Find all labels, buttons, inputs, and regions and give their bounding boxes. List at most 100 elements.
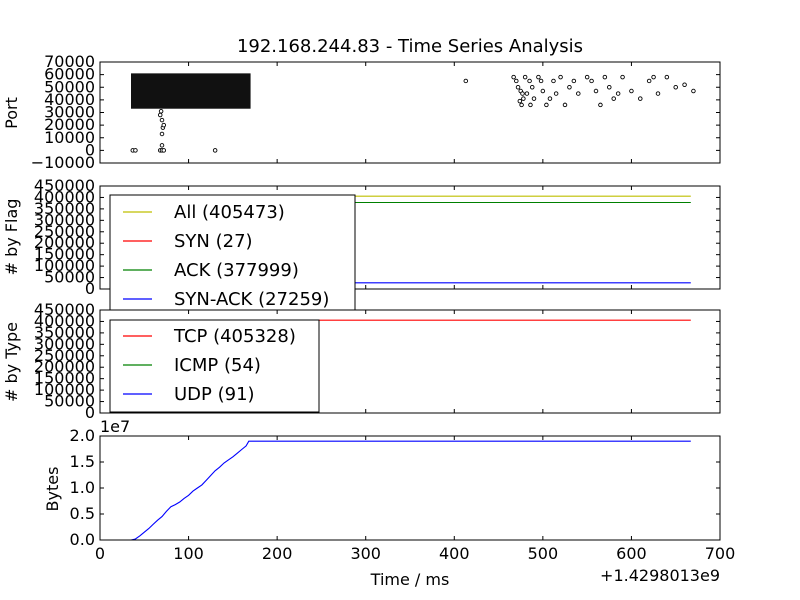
x-offset-label: +1.4298013e9	[600, 566, 720, 585]
y-tick-label: 10000	[44, 128, 95, 147]
port-point	[571, 78, 577, 84]
port-point	[527, 78, 532, 84]
port-point	[620, 74, 625, 80]
y-tick-label: 0	[85, 279, 95, 298]
port-point	[522, 74, 528, 80]
port-point	[159, 117, 165, 123]
y-tick-label: 20000	[44, 115, 95, 134]
type-legend-box	[109, 319, 320, 413]
x-tick-label: 700	[705, 544, 736, 563]
port-point	[528, 102, 533, 108]
port-point	[524, 91, 530, 96]
plot-frame	[99, 435, 721, 541]
y-tick-label: 70000	[44, 52, 95, 71]
dense-point-band	[131, 73, 251, 109]
port-point	[651, 74, 656, 80]
plot-frame	[99, 309, 721, 414]
bytes-scale-label: 1e7	[100, 417, 130, 436]
panel-by-type: 0500001000001500002000002500003000003500…	[2, 300, 721, 422]
port-point	[540, 88, 546, 94]
port-point	[161, 148, 167, 153]
port-point	[607, 84, 612, 90]
port-point	[515, 84, 521, 90]
port-point	[157, 112, 163, 118]
port-ylabel: Port	[2, 97, 21, 129]
panel-port: −100000100002000030000400005000060000700…	[2, 52, 721, 172]
x-tick-label: 100	[173, 544, 204, 563]
bytes-series-line	[130, 440, 691, 541]
port-point	[629, 88, 634, 94]
y-tick-label: 150000	[34, 369, 95, 388]
legend-label-syn: SYN (27)	[174, 231, 253, 252]
y-tick-label: 300000	[34, 334, 95, 353]
port-point	[536, 74, 541, 80]
port-point	[159, 131, 165, 137]
type-axes: 0500001000001500002000002500003000003500…	[34, 300, 721, 422]
bytes-ylabel: Bytes	[43, 467, 62, 512]
y-tick-label: 50000	[44, 392, 95, 411]
port-point	[553, 91, 559, 96]
y-tick-label: 450000	[34, 176, 95, 195]
port-point	[463, 78, 469, 84]
y-tick-label: 0	[85, 140, 95, 159]
flag-axes: 0500001000001500002000002500003000003500…	[34, 176, 721, 298]
port-point	[161, 122, 167, 128]
port-point	[593, 88, 599, 94]
port-point	[602, 74, 608, 80]
x-axis-label: Time / ms	[370, 570, 450, 589]
port-point	[133, 148, 138, 153]
legend-label-icmp: ICMP (54)	[174, 355, 261, 376]
legend-label-ack: ACK (377999)	[174, 260, 299, 281]
x-tick-label: 200	[262, 544, 293, 563]
y-tick-label: 60000	[44, 65, 95, 84]
port-point	[158, 108, 164, 114]
y-tick-label: 200000	[34, 233, 95, 252]
port-point	[544, 102, 549, 108]
port-point	[655, 91, 661, 96]
y-tick-label: 30000	[44, 103, 95, 122]
x-tick-label: 300	[350, 544, 381, 563]
legend-label-all: All (405473)	[174, 202, 285, 223]
y-tick-label: −10000	[31, 153, 95, 172]
port-point	[558, 74, 563, 80]
y-tick-label: 2.0	[70, 426, 95, 445]
bytes-axes: 0.0 0.5 1.0 1.5 2.0 0 100 200 300 400 500 600 700	[70, 426, 736, 563]
y-tick-label: 0.0	[70, 530, 95, 549]
port-point	[691, 88, 696, 94]
port-point	[520, 91, 525, 96]
flag-legend: All (405473) SYN (27) ACK (377999) SYN-A…	[109, 194, 356, 311]
port-point	[551, 78, 556, 84]
port-point	[673, 84, 678, 90]
flag-ylabel: # by Flag	[2, 199, 21, 276]
y-tick-label: 150000	[34, 245, 95, 264]
port-point	[212, 148, 218, 153]
legend-label-tcp: TCP (405328)	[173, 326, 296, 347]
port-point	[562, 102, 568, 108]
port-point	[547, 96, 553, 101]
port-point	[519, 102, 524, 108]
x-tick-label: 500	[528, 544, 559, 563]
port-point	[638, 96, 643, 101]
y-tick-label: 450000	[34, 300, 95, 319]
y-tick-label: 350000	[34, 199, 95, 218]
port-point	[517, 98, 523, 104]
y-tick-label: 100000	[34, 380, 95, 399]
port-point	[511, 74, 516, 80]
port-point	[598, 102, 603, 108]
port-scatter-marks	[130, 73, 696, 153]
port-point	[576, 91, 581, 96]
y-tick-label: 300000	[34, 210, 95, 229]
y-tick-label: 1.5	[70, 452, 95, 471]
series-line-0	[130, 440, 691, 541]
y-tick-label: 50000	[44, 268, 95, 287]
y-tick-label: 100000	[34, 256, 95, 275]
port-point	[567, 84, 572, 90]
port-point	[664, 74, 670, 80]
port-point	[611, 96, 616, 101]
port-point	[538, 78, 544, 84]
x-tick-label: 0	[95, 544, 105, 563]
port-point	[531, 96, 537, 101]
port-point	[159, 143, 165, 148]
y-tick-label: 250000	[34, 346, 95, 365]
chart-title: 192.168.244.83 - Time Series Analysis	[237, 36, 583, 57]
